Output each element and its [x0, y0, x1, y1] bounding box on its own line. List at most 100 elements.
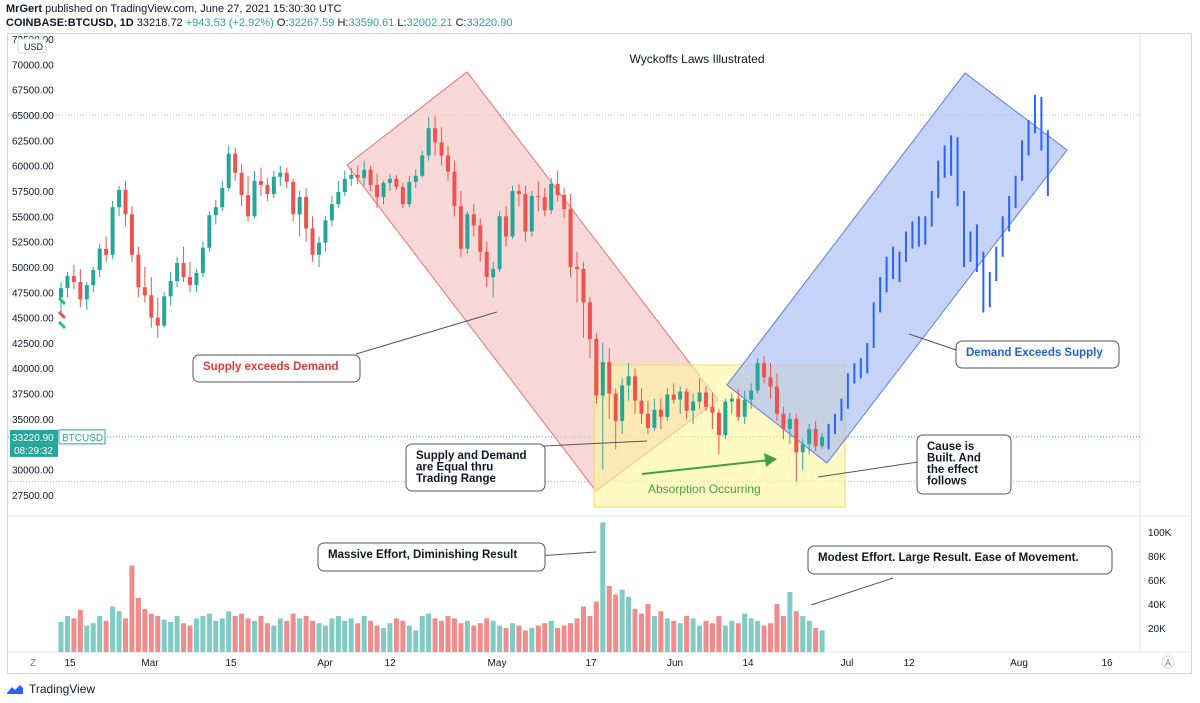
volume-bar — [664, 618, 670, 652]
candle-body — [607, 362, 612, 394]
volume-bar — [639, 613, 644, 652]
candle-body — [562, 195, 567, 210]
volume-bar — [613, 594, 619, 652]
volume-bar — [671, 620, 677, 652]
candle-body — [684, 391, 689, 411]
candle-body — [252, 180, 257, 217]
candle-body — [600, 362, 605, 396]
candle-body — [291, 181, 296, 215]
candle-body — [181, 262, 186, 278]
candle-body — [536, 196, 541, 198]
volume-bar — [755, 620, 761, 652]
price-tick-label: 47500.00 — [12, 288, 54, 299]
volume-bar — [645, 604, 651, 652]
volume-bar — [716, 616, 722, 652]
author-name[interactable]: MrGert — [6, 3, 43, 15]
price-tick-label: 62500.00 — [12, 136, 54, 147]
volume-bar — [451, 618, 457, 652]
volume-bar — [342, 620, 348, 652]
publish-header: MrGert published on TradingView.com, Jun… — [6, 3, 342, 15]
candle-body — [323, 220, 328, 243]
price-tick-label: 45000.00 — [12, 314, 54, 325]
volume-bar — [393, 618, 399, 652]
candle-body — [362, 169, 367, 178]
volume-bar — [284, 620, 290, 652]
price-tick-label: 70000.00 — [12, 60, 54, 71]
candle-body — [800, 444, 805, 453]
candle-body — [426, 128, 431, 156]
candle-body — [555, 183, 560, 196]
volume-bars — [58, 522, 825, 652]
volume-bar — [123, 618, 128, 652]
volume-bar — [413, 630, 419, 652]
absorption-arrowhead — [764, 453, 777, 467]
candle-body — [807, 428, 812, 445]
footer: TradingView — [6, 682, 95, 696]
volume-bar — [400, 620, 406, 652]
volume-bar — [793, 611, 799, 652]
last-price: 33218.72 — [136, 17, 183, 29]
volume-bar — [187, 625, 193, 652]
chart-frame — [7, 33, 1192, 674]
volume-bar — [626, 596, 632, 652]
volume-bar — [555, 628, 561, 652]
candle-body — [652, 409, 657, 428]
cause-built-text: the effect — [927, 464, 978, 476]
candle-body — [723, 401, 728, 436]
volume-bar — [780, 616, 786, 652]
volume-bar — [651, 616, 657, 652]
tradingview-logo-icon — [7, 685, 23, 694]
absorption-arrow — [641, 459, 771, 475]
open-label: O: — [276, 17, 289, 29]
candle-body — [768, 377, 773, 387]
candle-body — [484, 251, 489, 278]
volume-bar — [200, 616, 206, 652]
candle-body — [613, 393, 618, 421]
price-tick-label: 42500.00 — [12, 339, 54, 350]
candle-body — [271, 176, 276, 195]
cause-built-box — [916, 434, 1012, 495]
candle-body — [697, 392, 702, 402]
candle-body — [387, 178, 392, 183]
supply-equal-text: Supply and Demand — [416, 450, 527, 462]
candle-body — [594, 338, 599, 396]
candle-body — [439, 142, 444, 156]
volume-bar — [477, 623, 483, 652]
candle-body — [452, 171, 457, 207]
volume-bar — [406, 625, 412, 652]
volume-bar — [684, 616, 690, 652]
candle-body — [142, 287, 147, 296]
candle-body — [497, 216, 502, 269]
close-value: 33220.90 — [466, 17, 513, 29]
candle-body — [787, 418, 792, 429]
footer-brand[interactable]: TradingView — [29, 682, 96, 696]
price-tick-label: 52500.00 — [12, 238, 54, 249]
modest-pointer — [810, 577, 894, 606]
volume-bar — [813, 628, 819, 652]
price-chart[interactable]: 72500.0070000.0067500.0065000.0062500.00… — [0, 0, 1200, 680]
candle-body — [710, 406, 715, 413]
cause-pointer — [817, 461, 919, 478]
candle-body — [149, 295, 154, 318]
volume-bar — [71, 618, 77, 652]
volume-bar — [497, 625, 503, 652]
zoom-icon: Z — [30, 658, 36, 669]
volume-bar — [84, 625, 90, 652]
volume-bar — [361, 616, 367, 652]
price-tick-label: 55000.00 — [12, 212, 54, 223]
candle-body — [749, 390, 754, 400]
candle-body — [762, 363, 767, 378]
candle-body — [104, 248, 109, 255]
high-label: H: — [337, 17, 349, 29]
price-tick-label: 65000.00 — [12, 111, 54, 122]
volume-bar — [77, 610, 83, 652]
candle-body — [394, 178, 399, 187]
auto-scale-label: A — [1165, 658, 1171, 668]
volume-bar — [297, 618, 303, 652]
volume-bar — [580, 606, 586, 652]
volume-bar — [774, 604, 780, 652]
volume-bar — [90, 623, 96, 652]
volume-bar — [703, 620, 709, 652]
time-tick-label: Mar — [141, 658, 159, 669]
demand-exceeds-text: Demand Exceeds Supply — [966, 347, 1103, 359]
